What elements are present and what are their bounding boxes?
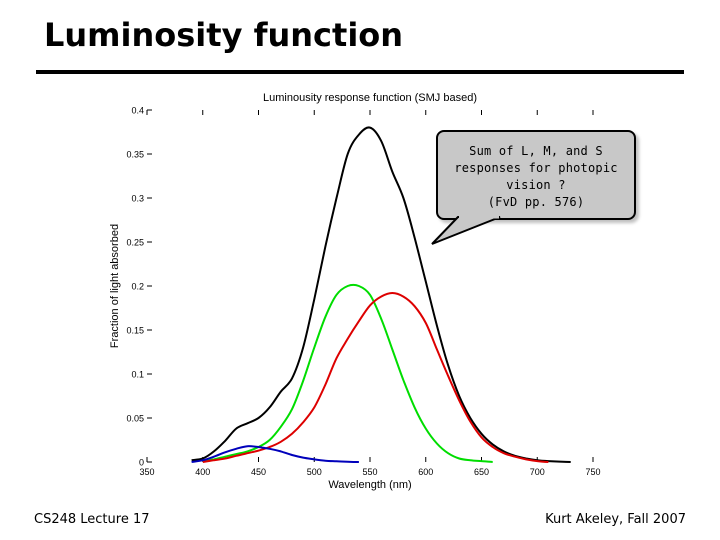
series-line-sum	[191, 126, 571, 463]
chart-title: Luminousity response function (SMJ based…	[263, 92, 477, 104]
y-tick-label: 0.4	[131, 106, 144, 116]
y-tick-label: 0.25	[126, 238, 144, 248]
y-tick-label: 0.1	[131, 370, 144, 380]
x-tick-label: 700	[530, 467, 545, 477]
callout-box: Sum of L, M, and S responses for photopi…	[436, 130, 636, 220]
callout-line: (FvD pp. 576)	[487, 195, 585, 209]
x-tick-label: 750	[585, 467, 600, 477]
y-axis-label: Fraction of light absorbed	[109, 224, 121, 348]
y-tick-label: 0.05	[126, 414, 144, 424]
x-tick-label: 550	[362, 467, 377, 477]
footer-author: Kurt Akeley, Fall 2007	[545, 512, 686, 527]
y-tick-label: 0.35	[126, 150, 144, 160]
x-axis-label: Wavelength (nm)	[328, 479, 411, 491]
y-tick-label: 0.3	[131, 194, 144, 204]
x-tick-label: 400	[195, 467, 210, 477]
series-lines	[191, 126, 571, 463]
footer-course: CS248 Lecture 17	[34, 512, 150, 527]
x-tick-label: 350	[139, 467, 154, 477]
series-line-blue	[191, 445, 359, 463]
callout-line: vision ?	[506, 178, 566, 192]
x-tick-label: 650	[474, 467, 489, 477]
y-tick-label: 0.15	[126, 326, 144, 336]
y-tick-label: 0.2	[131, 282, 144, 292]
series-line-green	[202, 283, 493, 463]
x-tick-label: 500	[307, 467, 322, 477]
callout-line: Sum of L, M, and S	[469, 144, 603, 158]
callout-text: Sum of L, M, and S responses for photopi…	[442, 143, 630, 211]
slide-title: Luminosity function	[44, 16, 404, 54]
y-tick-label: 0	[139, 458, 144, 468]
x-tick-label: 600	[418, 467, 433, 477]
title-divider	[36, 70, 684, 74]
callout-line: responses for photopic	[454, 161, 618, 175]
x-tick-label: 450	[251, 467, 266, 477]
series-line-red	[202, 292, 549, 463]
